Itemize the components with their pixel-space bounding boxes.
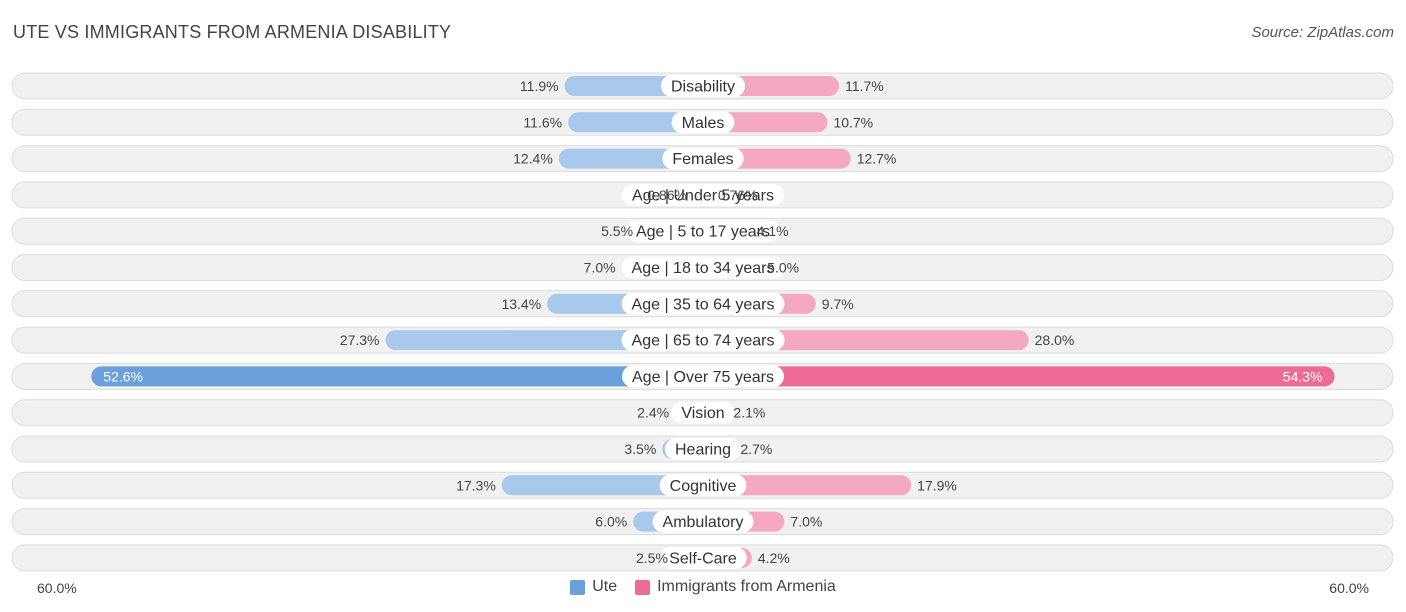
value-label-immigrants: 4.1% [757, 223, 789, 239]
category-label-bg [660, 75, 746, 97]
bar-immigrants [693, 475, 912, 496]
category-label: Age | 5 to 17 years [636, 224, 770, 241]
value-label-ute: 11.9% [520, 78, 559, 94]
category-label: Age | 18 to 34 years [632, 260, 775, 277]
bar-immigrants [693, 366, 1335, 387]
category-label-bg [671, 401, 735, 424]
category-label-bg [662, 147, 744, 170]
value-label-ute: 17.3% [456, 477, 496, 493]
category-label-bg [621, 183, 785, 206]
value-label-ute: 7.0% [584, 260, 616, 276]
value-label-immigrants: 28.0% [1035, 332, 1075, 348]
value-label-ute: 5.5% [601, 223, 633, 239]
value-label-immigrants: 5.0% [767, 260, 799, 276]
category-label-bg [664, 438, 742, 460]
legend-label-ute: Ute [592, 578, 618, 595]
axis-right-label: 60.0% [1329, 580, 1369, 596]
category-label: Age | 35 to 64 years [632, 296, 775, 313]
value-label-immigrants: 12.7% [857, 151, 897, 167]
value-label-ute: 12.4% [513, 151, 553, 167]
category-label: Age | Over 75 years [632, 369, 774, 386]
category-label: Females [672, 151, 733, 168]
value-label-immigrants: 10.7% [833, 114, 873, 130]
category-label: Ambulatory [663, 514, 744, 531]
category-label: Vision [681, 405, 724, 422]
value-label-ute: 0.86% [647, 187, 687, 203]
value-label-immigrants: 17.9% [917, 477, 957, 493]
value-label-immigrants: 7.0% [790, 514, 822, 530]
legend-swatch-ute [570, 579, 586, 595]
value-label-immigrants: 2.7% [740, 441, 772, 457]
bar-ute [501, 475, 713, 496]
category-label-bg [652, 510, 754, 533]
legend-swatch-immigrants [635, 579, 651, 595]
category-label: Cognitive [670, 478, 737, 495]
category-label: Age | 65 to 74 years [632, 333, 775, 350]
value-label-immigrants: 54.3% [1283, 368, 1323, 384]
category-label-bg [622, 365, 784, 388]
category-label: Males [682, 115, 725, 132]
value-label-immigrants: 2.1% [733, 405, 765, 421]
category-label: Hearing [675, 442, 731, 459]
value-label-ute: 2.5% [636, 550, 668, 566]
category-label-bg [659, 474, 747, 497]
source-label: Source: ZipAtlas.com [1251, 24, 1394, 41]
value-label-ute: 3.5% [624, 441, 656, 457]
legend-item-immigrants[interactable]: Immigrants from Armenia [635, 578, 836, 596]
value-label-ute: 52.6% [103, 368, 143, 384]
axis-left-label: 60.0% [37, 580, 77, 596]
category-label-bg [671, 111, 735, 134]
category-label-bg [625, 220, 781, 243]
category-label: Disability [671, 79, 735, 96]
category-label: Self-Care [669, 550, 737, 567]
value-label-immigrants: 0.76% [718, 187, 758, 203]
value-label-ute: 6.0% [595, 514, 627, 530]
value-label-ute: 27.3% [340, 332, 380, 348]
value-label-ute: 2.4% [637, 405, 669, 421]
legend-item-ute[interactable]: Ute [570, 578, 617, 596]
value-label-immigrants: 4.2% [758, 550, 790, 566]
category-label-bg [659, 546, 747, 569]
value-label-immigrants: 9.7% [822, 296, 854, 312]
category-label-bg [621, 256, 785, 279]
value-label-immigrants: 11.7% [845, 78, 884, 94]
legend-label-immigrants: Immigrants from Armenia [657, 578, 836, 595]
value-label-ute: 11.6% [523, 114, 562, 130]
bar-ute [91, 366, 713, 387]
chart-title: UTE VS IMMIGRANTS FROM ARMENIA DISABILIT… [13, 22, 452, 42]
category-label: Age | Under 5 years [632, 187, 774, 204]
category-label-bg [621, 329, 785, 352]
category-label-bg [621, 292, 785, 315]
value-label-ute: 13.4% [501, 296, 541, 312]
legend: Ute Immigrants from Armenia [0, 578, 1406, 596]
